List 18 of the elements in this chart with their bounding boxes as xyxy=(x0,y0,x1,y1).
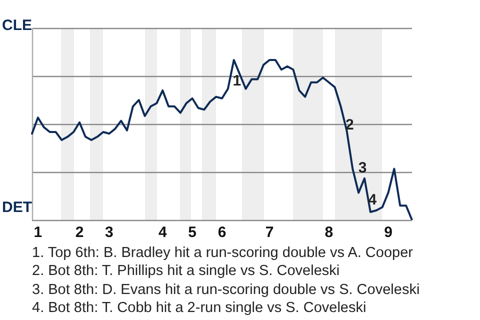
x-tick-label: 5 xyxy=(188,224,196,242)
annotation: 3 xyxy=(358,159,367,176)
x-tick-label: 7 xyxy=(265,224,274,242)
x-tick-label: 3 xyxy=(105,224,114,242)
annotation: 2 xyxy=(346,116,354,134)
x-tick-label: 9 xyxy=(384,224,392,242)
x-tick-label: 2 xyxy=(75,224,84,242)
x-tick-label: 8 xyxy=(324,224,334,242)
x-tick-label: 6 xyxy=(218,224,226,242)
annotation: DET xyxy=(2,199,32,216)
annotation: 1 xyxy=(232,72,242,90)
x-tick-label: 1 xyxy=(34,224,42,242)
text: 3. Bot 8th: D. Evans hit a run-scoring double vs S. Coveleski xyxy=(32,280,420,299)
text: 1. Top 6th: B. Bradley hit a run-scoring double vs A. Cooper xyxy=(32,244,414,262)
text: 4. Bot 8th: T. Cobb hit a 2-run single vs S. Coveleski xyxy=(32,298,368,318)
text: CLE xyxy=(2,17,32,34)
text: 2. Bot 8th: T. Phillips hit a single vs S. Coveleski xyxy=(32,262,341,281)
x-tick-label: 4 xyxy=(158,224,168,242)
